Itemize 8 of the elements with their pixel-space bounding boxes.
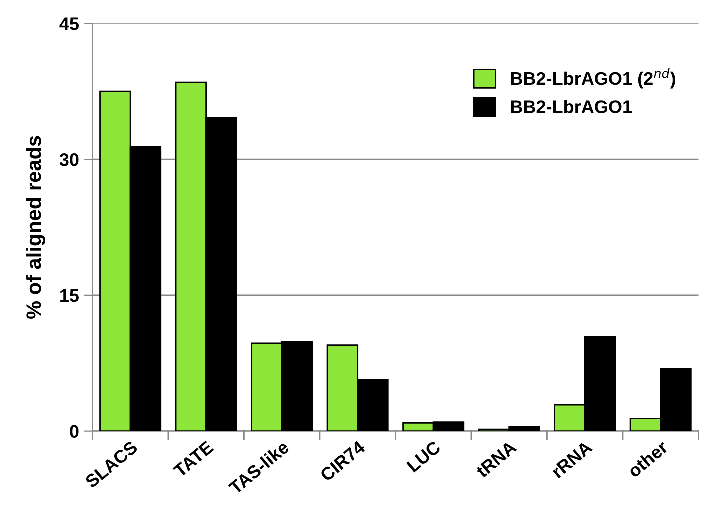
y-tick-label: 45 <box>60 18 79 30</box>
y-tick-label: 0 <box>70 425 79 438</box>
legend-label: BB2-LbrAGO1 (2$^{nd}$) <box>511 68 676 89</box>
legend-label: BB2-LbrAGO1 <box>511 100 632 114</box>
y-axis-title: % of aligned reads <box>26 136 46 320</box>
y-tick-label: 15 <box>60 290 79 302</box>
y-tick-label: 30 <box>60 153 79 166</box>
x-tick-label: LUC <box>406 440 442 473</box>
